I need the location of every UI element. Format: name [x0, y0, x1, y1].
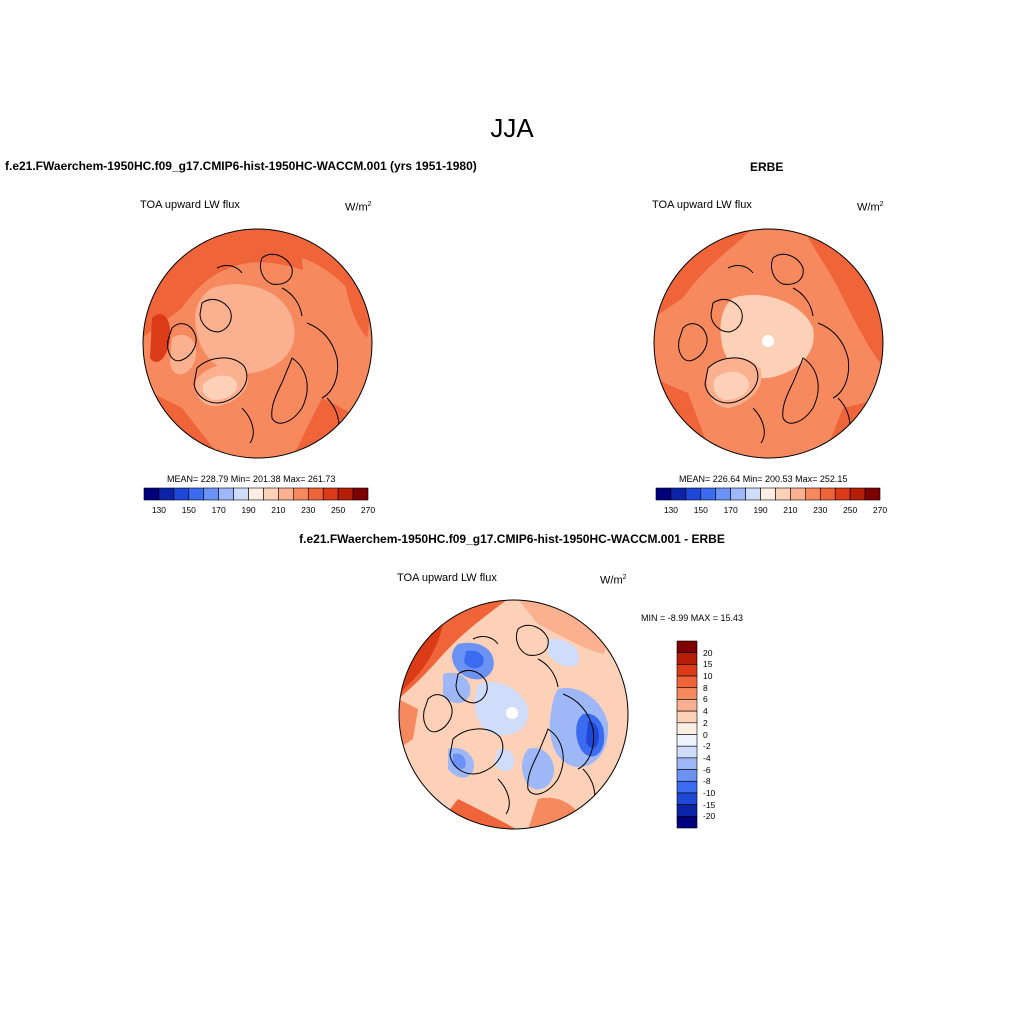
- panel-3-colorbar-tick: 4: [703, 706, 708, 717]
- panel-3-colorbar-swatch: [676, 652, 698, 665]
- panel-2-colorbar: [655, 487, 881, 501]
- panel-3-colorbar: [676, 640, 698, 829]
- panel-2-stats: MEAN= 226.64 Min= 200.53 Max= 252.15: [679, 474, 848, 484]
- panel-3-colorbar-swatch: [676, 769, 698, 782]
- panel-3-colorbar-tick: -10: [703, 787, 716, 798]
- panel-1-variable: TOA upward LW flux: [140, 199, 240, 211]
- panel-1-units: W/m2: [345, 201, 372, 214]
- panel-2-colorbar-swatch: [715, 487, 731, 501]
- panel-1-colorbar-swatch: [158, 487, 175, 501]
- panel-3-colorbar-swatch: [676, 675, 698, 689]
- panel-1-colorbar-swatch: [322, 487, 339, 501]
- panel-1-colorbar-tick: 150: [181, 505, 196, 515]
- panel-3-colorbar-tick: 2: [703, 717, 708, 728]
- panel-1-colorbar-swatch: [188, 487, 205, 501]
- panel-1-colorbar-swatch: [307, 487, 324, 501]
- panel-2-colorbar-swatch: [775, 487, 791, 501]
- panel-1-colorbar-tick: 270: [360, 505, 376, 515]
- panel-3-variable: TOA upward LW flux: [397, 572, 497, 584]
- panel-2-colorbar-swatch: [864, 487, 881, 501]
- panel-2-colorbar-swatch: [670, 487, 687, 501]
- panel-1-colorbar-swatch: [233, 487, 249, 501]
- panel-2-colorbar-swatch: [805, 487, 821, 501]
- panel-3-colorbar-tick: 15: [703, 659, 713, 670]
- panel-2-variable: TOA upward LW flux: [652, 199, 752, 211]
- panel-2-colorbar-tick: 210: [783, 505, 798, 515]
- panel-2-units: W/m2: [857, 201, 884, 214]
- panel-2-colorbar-swatch: [819, 487, 836, 501]
- panel-3-polar-map: [398, 599, 629, 830]
- panel-3-colorbar-ticks: 20 15 10 8 6 4 2 0 -2 -4 -6 -8 -10 -15 -…: [703, 641, 733, 828]
- panel-3-colorbar-tick: -6: [703, 764, 711, 775]
- panel-2-colorbar-swatch: [849, 487, 866, 501]
- figure-title: JJA: [490, 113, 534, 143]
- panel-3-colorbar-swatch: [676, 745, 698, 759]
- panel-1-colorbar-swatch: [218, 487, 234, 501]
- panel-1-title: f.e21.FWaerchem-1950HC.f09_g17.CMIP6-his…: [5, 159, 477, 173]
- panel-3-colorbar-tick: -2: [703, 741, 711, 752]
- panel-1-colorbar-swatch: [263, 487, 279, 501]
- panel-2-colorbar-tick: 190: [753, 505, 768, 515]
- panel-2-colorbar-tick: 150: [693, 505, 708, 515]
- panel-2-colorbar-swatch: [730, 487, 746, 501]
- panel-2-colorbar-swatch: [655, 487, 672, 501]
- panel-2-colorbar-swatch: [790, 487, 806, 501]
- panel-1-colorbar-swatch: [293, 487, 309, 501]
- panel-2-colorbar-ticks: 130 150 170 190 210 230 250 270: [656, 505, 887, 517]
- panel-3-colorbar-swatch: [676, 640, 698, 653]
- panel-1-colorbar-swatch: [352, 487, 369, 501]
- panel-3-colorbar-swatch: [676, 722, 698, 735]
- panel-3-colorbar-swatch: [676, 792, 698, 805]
- panel-3-colorbar-swatch: [676, 734, 698, 747]
- panel-1-colorbar-swatch: [337, 487, 354, 501]
- panel-1-colorbar-tick: 210: [271, 505, 286, 515]
- panel-2-title: ERBE: [750, 160, 784, 174]
- panel-1-stats: MEAN= 228.79 Min= 201.38 Max= 261.73: [167, 474, 336, 484]
- panel-3-colorbar-tick: -8: [703, 776, 711, 787]
- panel-3-colorbar-tick: -4: [703, 752, 711, 763]
- panel-2-colorbar-swatch: [760, 487, 776, 501]
- panel-3-colorbar-swatch: [676, 804, 698, 817]
- panel-2-colorbar-swatch: [745, 487, 761, 501]
- panel-1-colorbar: [143, 487, 369, 501]
- panel-2-colorbar-swatch: [834, 487, 851, 501]
- panel-1-colorbar-tick: 130: [151, 505, 167, 515]
- panel-1-colorbar-swatch: [248, 487, 264, 501]
- panel-1-colorbar-swatch: [278, 487, 294, 501]
- panel-3-colorbar-swatch: [676, 816, 698, 829]
- panel-3-colorbar-tick: 10: [703, 671, 713, 682]
- panel-3-colorbar-swatch: [676, 687, 698, 700]
- panel-3-stats: MIN = -8.99 MAX = 15.43: [641, 613, 744, 623]
- panel-2-colorbar-tick: 130: [663, 505, 679, 515]
- panel-2-colorbar-swatch: [685, 487, 702, 501]
- panel-1-colorbar-swatch: [143, 487, 160, 501]
- panel-3-colorbar-swatch: [676, 780, 698, 794]
- panel-3-colorbar-swatch: [676, 664, 698, 677]
- panel-1-polar-map: [142, 228, 373, 459]
- panel-3-colorbar-swatch: [676, 757, 698, 770]
- panel-2-colorbar-tick: 170: [723, 505, 738, 515]
- panel-3-colorbar-tick: 6: [703, 694, 708, 705]
- panel-1-colorbar-tick: 250: [331, 505, 346, 515]
- panel-2-colorbar-tick: 230: [813, 505, 828, 515]
- panel-2-colorbar-tick: 250: [843, 505, 858, 515]
- panel-2-polar-map: [653, 228, 884, 459]
- panel-3-colorbar-tick: 20: [703, 647, 713, 658]
- panel-1-colorbar-swatch: [203, 487, 219, 501]
- panel-2-colorbar-swatch: [700, 487, 717, 501]
- panel-1-colorbar-tick: 170: [211, 505, 226, 515]
- panel-2-colorbar-tick: 270: [872, 505, 888, 515]
- panel-1-colorbar-tick: 230: [301, 505, 316, 515]
- panel-3-colorbar-tick: -15: [703, 799, 716, 810]
- panel-1-colorbar-ticks: 130 150 170 190 210 230 250 270: [144, 505, 375, 517]
- panel-3-units: W/m2: [600, 574, 627, 587]
- panel-1-colorbar-tick: 190: [241, 505, 256, 515]
- panel-3-title: f.e21.FWaerchem-1950HC.f09_g17.CMIP6-his…: [299, 532, 725, 546]
- panel-1-colorbar-swatch: [173, 487, 190, 501]
- panel-3-colorbar-tick: 0: [703, 729, 708, 740]
- panel-3-colorbar-tick: -20: [703, 811, 716, 822]
- panel-3-colorbar-swatch: [676, 710, 698, 724]
- panel-3-colorbar-tick: 8: [703, 682, 708, 693]
- panel-3-colorbar-swatch: [676, 699, 698, 712]
